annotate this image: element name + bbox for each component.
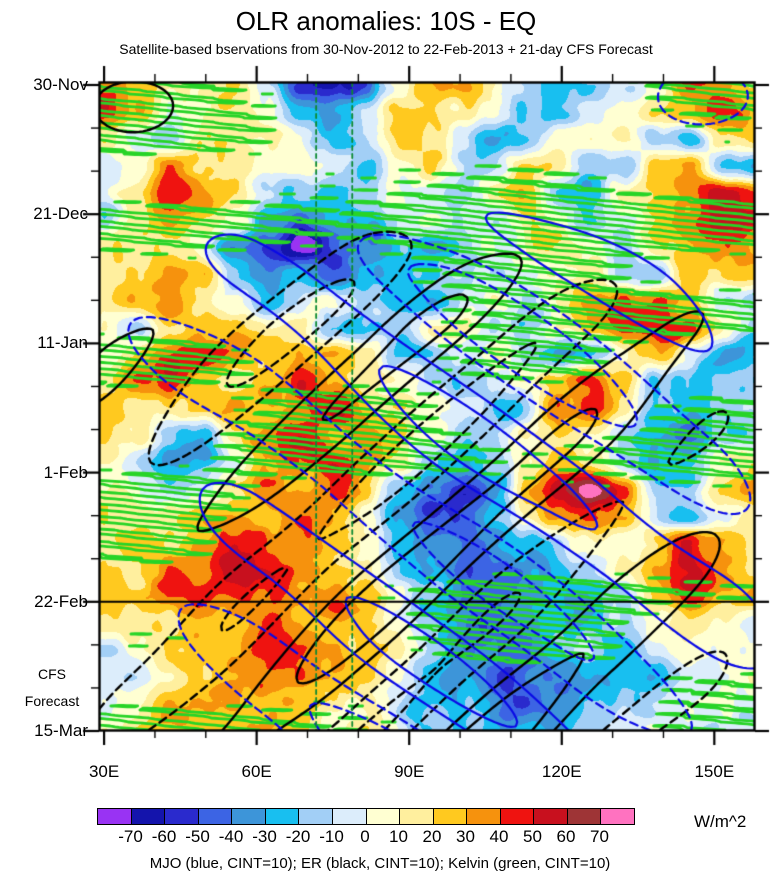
colorbar-tick-label: -30 [252, 827, 277, 846]
forecast-period-label: Forecast [24, 693, 80, 709]
y-tick-label: 11-Jan [37, 333, 88, 353]
x-tick-label: 120E [541, 762, 582, 781]
colorbar-segment [298, 809, 332, 824]
colorbar-tick-label: -50 [185, 827, 210, 846]
colorbar-tick-label: 10 [389, 827, 408, 846]
colorbar-units-label: W/m^2 [694, 812, 747, 831]
colorbar-tick-label: -40 [218, 827, 244, 846]
colorbar-segment [197, 809, 232, 824]
colorbar-segment [566, 809, 601, 824]
page-title: OLR anomalies: 10S - EQ [235, 6, 537, 36]
x-tick-label: 60E [241, 762, 272, 781]
colorbar-segment [98, 809, 131, 824]
colorbar-segment [533, 809, 567, 824]
colorbar-tick-label: 30 [456, 827, 475, 846]
x-tick-label: 90E [394, 762, 425, 781]
colorbar-segment [231, 809, 265, 824]
colorbar-tick-label: 70 [590, 827, 609, 846]
legend-caption: MJO (blue, CINT=10); ER (black, CINT=10)… [149, 855, 611, 872]
colorbar-tick-label: -60 [151, 827, 177, 846]
cfs-label: CFS [38, 666, 66, 682]
colorbar-tick-label: -20 [285, 827, 311, 846]
colorbar-segment [432, 809, 467, 824]
colorbar-segment [365, 809, 400, 824]
y-tick-label: 15-Mar [34, 721, 88, 740]
colorbar-segment [164, 809, 198, 824]
x-tick-label: 30E [88, 762, 120, 781]
y-tick-label: 22-Feb [34, 591, 88, 611]
colorbar-tick-label: 60 [556, 827, 576, 846]
subtitle: Satellite-based bservations from 30-Nov-… [119, 41, 653, 57]
colorbar-segment [399, 809, 433, 824]
colorbar-tick-label: -70 [118, 827, 143, 846]
y-tick-label: 1-Feb [43, 462, 88, 482]
colorbar-segment [600, 809, 634, 824]
y-tick-label: 21-Dec [33, 204, 88, 224]
colorbar-segment [499, 809, 534, 824]
colorbar-segment [264, 809, 299, 824]
hovmoller-plot-canvas [0, 0, 772, 800]
x-tick-label: 150E [694, 762, 735, 781]
colorbar-segment [130, 809, 165, 824]
colorbar-segment [331, 809, 366, 824]
colorbar-tick-label: 40 [489, 827, 509, 846]
colorbar [97, 808, 635, 825]
colorbar-tick-label: 0 [360, 827, 370, 846]
colorbar-tick-label: 20 [422, 827, 442, 846]
y-tick-label: 30-Nov [33, 75, 88, 94]
colorbar-tick-label: 50 [523, 827, 542, 846]
colorbar-tick-label: -10 [319, 827, 344, 846]
colorbar-segment [466, 809, 500, 824]
